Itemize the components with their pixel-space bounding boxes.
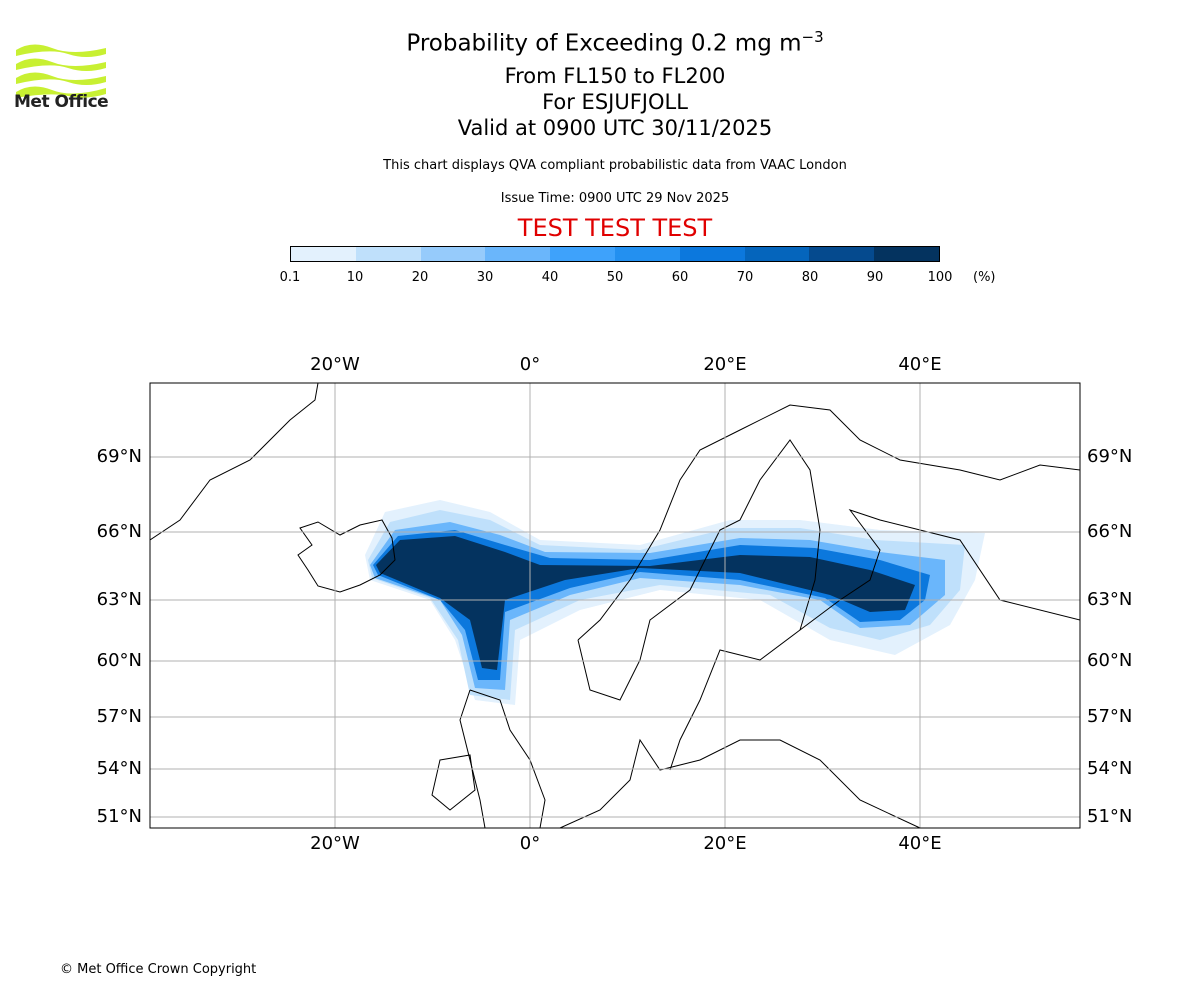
colorbar-label: 0.1: [279, 270, 301, 285]
axis-tick-label: 0°: [519, 354, 541, 375]
axis-tick-label: 69°N: [96, 446, 142, 467]
colorbar-label: 80: [801, 270, 819, 285]
subtitle-volcano: For ESJUFJOLL: [542, 90, 688, 114]
colorbar-label: 50: [606, 270, 624, 285]
copyright: © Met Office Crown Copyright: [60, 962, 257, 977]
axis-tick-label: 60°N: [96, 650, 142, 671]
greenland-coast: [150, 383, 319, 541]
axis-tick-label: 40°E: [898, 354, 942, 375]
axis-tick-label: 54°N: [1087, 758, 1133, 779]
axis-tick-label: 51°N: [96, 806, 142, 827]
colorbar-label: 70: [736, 270, 754, 285]
axis-tick-label: 57°N: [1087, 706, 1133, 727]
colorbar-bin: [874, 247, 939, 261]
norway-sweden-coast: [577, 404, 1080, 641]
axis-tick-label: 20°E: [703, 354, 747, 375]
colorbar-bin: [291, 247, 356, 261]
colorbar-bin: [679, 247, 745, 261]
gridlines: [150, 383, 1080, 828]
issue-time: Issue Time: 0900 UTC 29 Nov 2025: [500, 191, 730, 206]
colorbar-bin: [420, 247, 486, 261]
axis-tick-label: 63°N: [96, 589, 142, 610]
plume-level-10: [376, 536, 915, 670]
map-frame: [149, 382, 1081, 829]
axis-tick-label: 60°N: [1087, 650, 1133, 671]
axis-tick-label: 20°W: [310, 833, 360, 854]
axis-tick-label: 0°: [519, 833, 541, 854]
colorbar-label: 30: [476, 270, 494, 285]
ireland-coast: [431, 754, 476, 811]
colorbar-label: 40: [541, 270, 559, 285]
colorbar-bin: [355, 247, 421, 261]
plume: [365, 500, 985, 705]
axis-tick-label: 54°N: [96, 758, 142, 779]
axis-tick-label: 66°N: [1087, 521, 1133, 542]
coastlines: [150, 383, 1080, 828]
axis-tick-label: 20°W: [310, 354, 360, 375]
colorbar-bin: [809, 247, 875, 261]
subtitle-valid-time: Valid at 0900 UTC 30/11/2025: [457, 116, 773, 140]
colorbar-label: 10: [346, 270, 364, 285]
colorbar-bin: [485, 247, 551, 261]
axis-tick-label: 20°E: [703, 833, 747, 854]
baltic-russia: [799, 509, 1080, 631]
axis-tick-label: 69°N: [1087, 446, 1133, 467]
britain-coast: [459, 689, 546, 828]
axis-tick-label: 51°N: [1087, 806, 1133, 827]
colorbar-label: 20: [411, 270, 429, 285]
met-office-logo: [16, 44, 106, 98]
chart-description: This chart displays QVA compliant probab…: [383, 158, 847, 173]
test-banner: TEST TEST TEST: [517, 214, 713, 242]
axis-tick-label: 66°N: [96, 521, 142, 542]
logo-text: Met Office: [14, 92, 109, 112]
continent-coast: [559, 738, 921, 828]
axis-tick-label: 63°N: [1087, 589, 1133, 610]
axis-tick-label: 57°N: [96, 706, 142, 727]
colorbar-bin: [614, 247, 680, 261]
subtitle-flight-levels: From FL150 to FL200: [504, 64, 726, 88]
colorbar-bin: [744, 247, 810, 261]
colorbar-unit: (%): [973, 270, 996, 285]
chart-title: Probability of Exceeding 0.2 mg m−3: [406, 28, 824, 57]
colorbar-label: 90: [866, 270, 884, 285]
sweden-finland: [577, 439, 821, 771]
axis-tick-label: 40°E: [898, 833, 942, 854]
colorbar: [290, 246, 940, 262]
colorbar-bin: [550, 247, 615, 261]
colorbar-label: 60: [671, 270, 689, 285]
colorbar-label: 100: [927, 270, 953, 285]
